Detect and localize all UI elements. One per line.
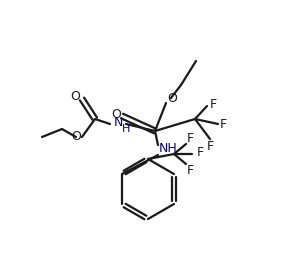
Text: O: O	[70, 90, 80, 102]
Text: F: F	[209, 97, 217, 110]
Text: H: H	[122, 124, 130, 134]
Text: O: O	[71, 131, 81, 143]
Text: NH: NH	[159, 143, 177, 155]
Text: O: O	[111, 107, 121, 121]
Text: F: F	[196, 146, 204, 158]
Text: F: F	[186, 131, 194, 145]
Text: F: F	[219, 117, 227, 131]
Text: N: N	[113, 116, 123, 129]
Text: O: O	[167, 93, 177, 105]
Text: F: F	[186, 163, 194, 177]
Text: F: F	[206, 140, 214, 153]
